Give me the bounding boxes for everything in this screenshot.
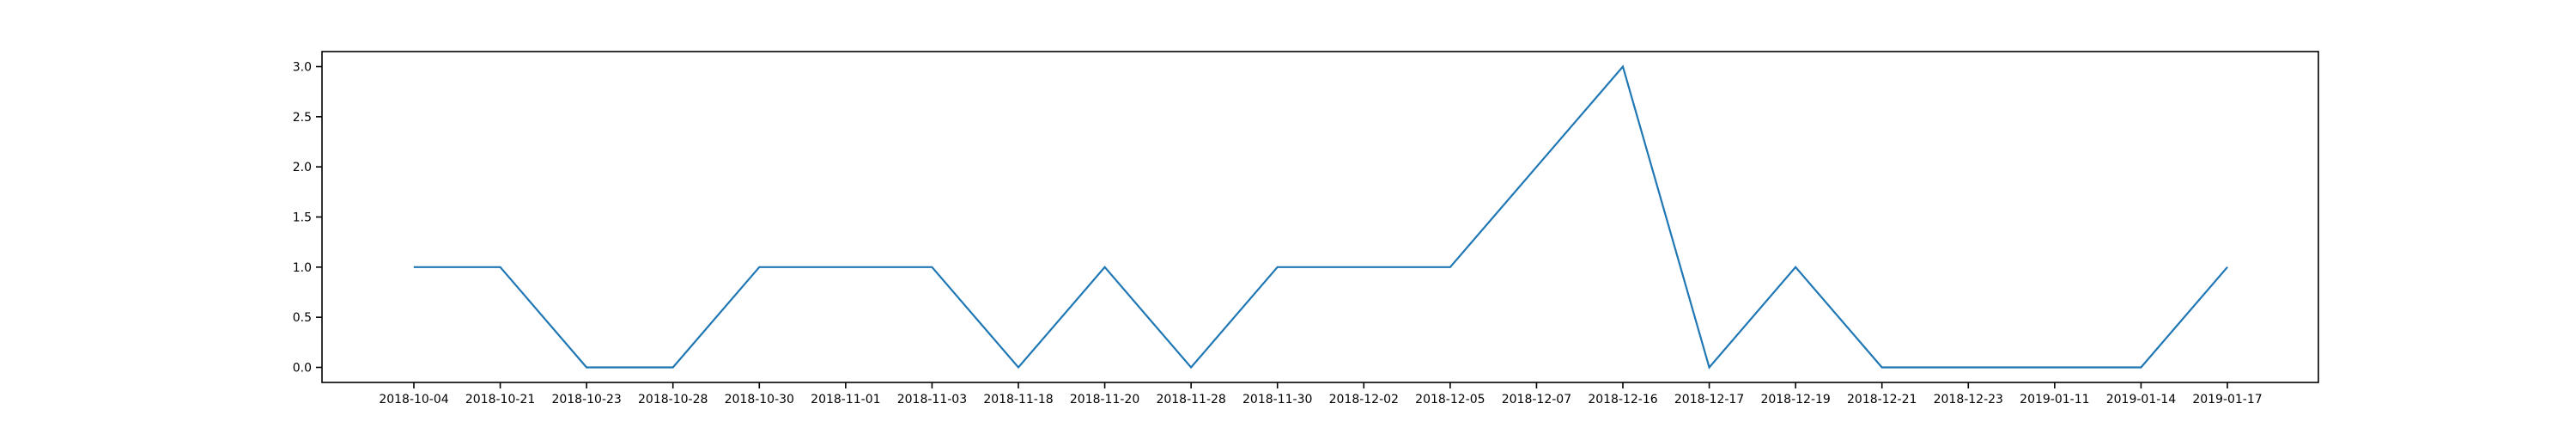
y-tick-label: 0.0 xyxy=(293,362,312,376)
x-tick-label: 2018-12-23 xyxy=(1934,393,2003,406)
x-axis: 2018-10-04 2018-10-21 2018-10-23 2018-10-28… xyxy=(379,382,2263,406)
data-point xyxy=(1881,367,1883,368)
data-point xyxy=(2227,266,2228,268)
y-tick-label: 3.0 xyxy=(293,61,312,75)
x-tick-label: 2018-11-01 xyxy=(811,393,880,406)
data-point xyxy=(2054,367,2056,368)
y-axis: 0.0 0.5 1.0 1.5 2.0 2.5 3.0 xyxy=(293,61,322,376)
x-tick-label: 2018-10-23 xyxy=(551,393,621,406)
data-point xyxy=(845,266,847,268)
data-point xyxy=(1104,266,1106,268)
data-point xyxy=(758,266,760,268)
x-tick-label: 2018-12-21 xyxy=(1847,393,1917,406)
data-point xyxy=(500,266,501,268)
x-tick-label: 2018-12-02 xyxy=(1329,393,1399,406)
x-tick-label: 2018-11-28 xyxy=(1156,393,1225,406)
y-tick-label: 1.0 xyxy=(293,261,312,275)
data-point xyxy=(1709,367,1710,368)
x-tick-label: 2019-01-17 xyxy=(2192,393,2262,406)
data-point xyxy=(1795,266,1796,268)
data-point xyxy=(931,266,933,268)
data-point xyxy=(1449,266,1451,268)
x-tick-label: 2019-01-14 xyxy=(2106,393,2176,406)
x-tick-label: 2018-11-18 xyxy=(983,393,1053,406)
x-tick-label: 2018-10-28 xyxy=(638,393,708,406)
y-tick-label: 2.5 xyxy=(293,111,312,125)
data-point xyxy=(1190,367,1192,368)
y-tick-label: 0.5 xyxy=(293,311,312,325)
y-tick-label: 1.5 xyxy=(293,211,312,225)
x-tick-label: 2018-10-21 xyxy=(465,393,535,406)
x-tick-label: 2018-11-03 xyxy=(897,393,967,406)
data-point xyxy=(1622,66,1624,67)
data-point xyxy=(1277,266,1279,268)
plot-area xyxy=(321,51,2319,383)
x-tick-label: 2018-12-17 xyxy=(1674,393,1744,406)
data-point xyxy=(1967,367,1969,368)
x-tick-label: 2018-12-16 xyxy=(1588,393,1657,406)
x-tick-label: 2019-01-11 xyxy=(2020,393,2089,406)
x-tick-label: 2018-11-30 xyxy=(1242,393,1312,406)
y-tick-label: 2.0 xyxy=(293,161,312,174)
x-tick-label: 2018-10-04 xyxy=(379,393,448,406)
x-tick-label: 2018-10-30 xyxy=(725,393,794,406)
x-tick-label: 2018-11-20 xyxy=(1070,393,1139,406)
x-tick-label: 2018-12-05 xyxy=(1415,393,1485,406)
series-line xyxy=(414,64,2228,370)
data-point xyxy=(413,266,415,268)
data-point xyxy=(672,367,674,368)
data-point xyxy=(1018,367,1019,368)
series-layer xyxy=(413,64,2228,370)
data-point xyxy=(586,367,587,368)
data-point xyxy=(1535,166,1537,168)
x-tick-label: 2018-12-07 xyxy=(1502,393,1571,406)
data-point xyxy=(2140,367,2142,368)
x-tick-label: 2018-12-19 xyxy=(1760,393,1830,406)
